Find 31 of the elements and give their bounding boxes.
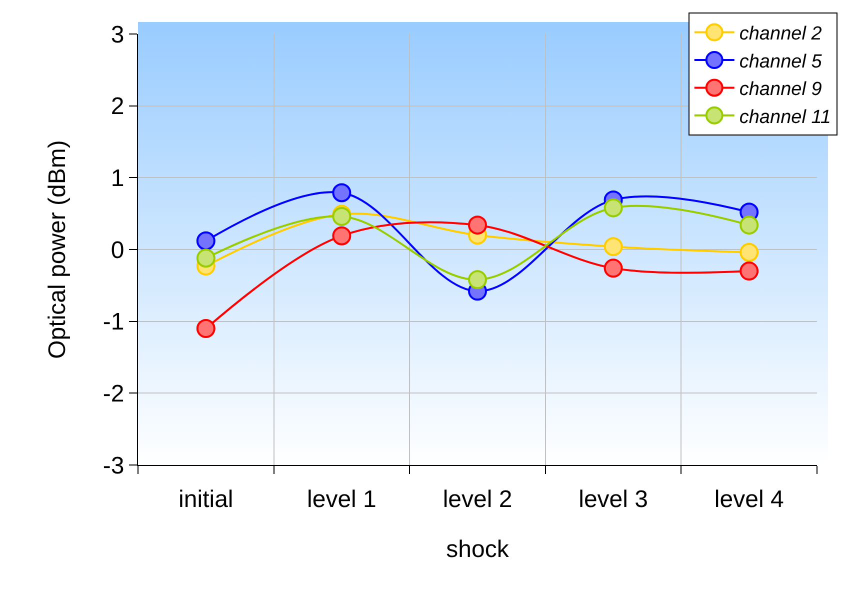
- x-tick-label: level 2: [442, 486, 512, 513]
- point: [196, 231, 216, 250]
- point: [740, 262, 759, 281]
- point: [332, 226, 352, 246]
- legend-label: channel 2: [739, 24, 822, 45]
- x-tick-label: level 4: [714, 486, 784, 513]
- point: [196, 248, 216, 268]
- point: [604, 198, 623, 218]
- y-axis-title: Optical power (dBm): [44, 140, 71, 359]
- legend-label: channel 11: [739, 106, 831, 128]
- y-tick-label: -2: [102, 380, 124, 408]
- point: [604, 258, 623, 278]
- point: [332, 183, 352, 202]
- x-tick-label: level 3: [578, 486, 648, 513]
- point: [468, 270, 487, 290]
- y-tick-label: 0: [110, 236, 124, 264]
- y-tick-label: 1: [110, 165, 124, 192]
- legend-label: channel 9: [739, 79, 822, 100]
- point: [740, 216, 759, 235]
- y-tick-label: 2: [110, 93, 124, 120]
- point: [740, 242, 759, 262]
- x-axis-title: shock: [446, 536, 510, 564]
- y-tick-label: -1: [102, 308, 124, 336]
- point: [196, 319, 216, 338]
- x-tick-label: level 1: [307, 486, 376, 513]
- y-tick-label: -3: [102, 452, 124, 480]
- x-tick-label: initial: [178, 486, 234, 513]
- y-tick-label: 3: [110, 21, 124, 48]
- point: [468, 216, 487, 235]
- legend-label: channel 5: [739, 51, 822, 72]
- point: [604, 237, 623, 256]
